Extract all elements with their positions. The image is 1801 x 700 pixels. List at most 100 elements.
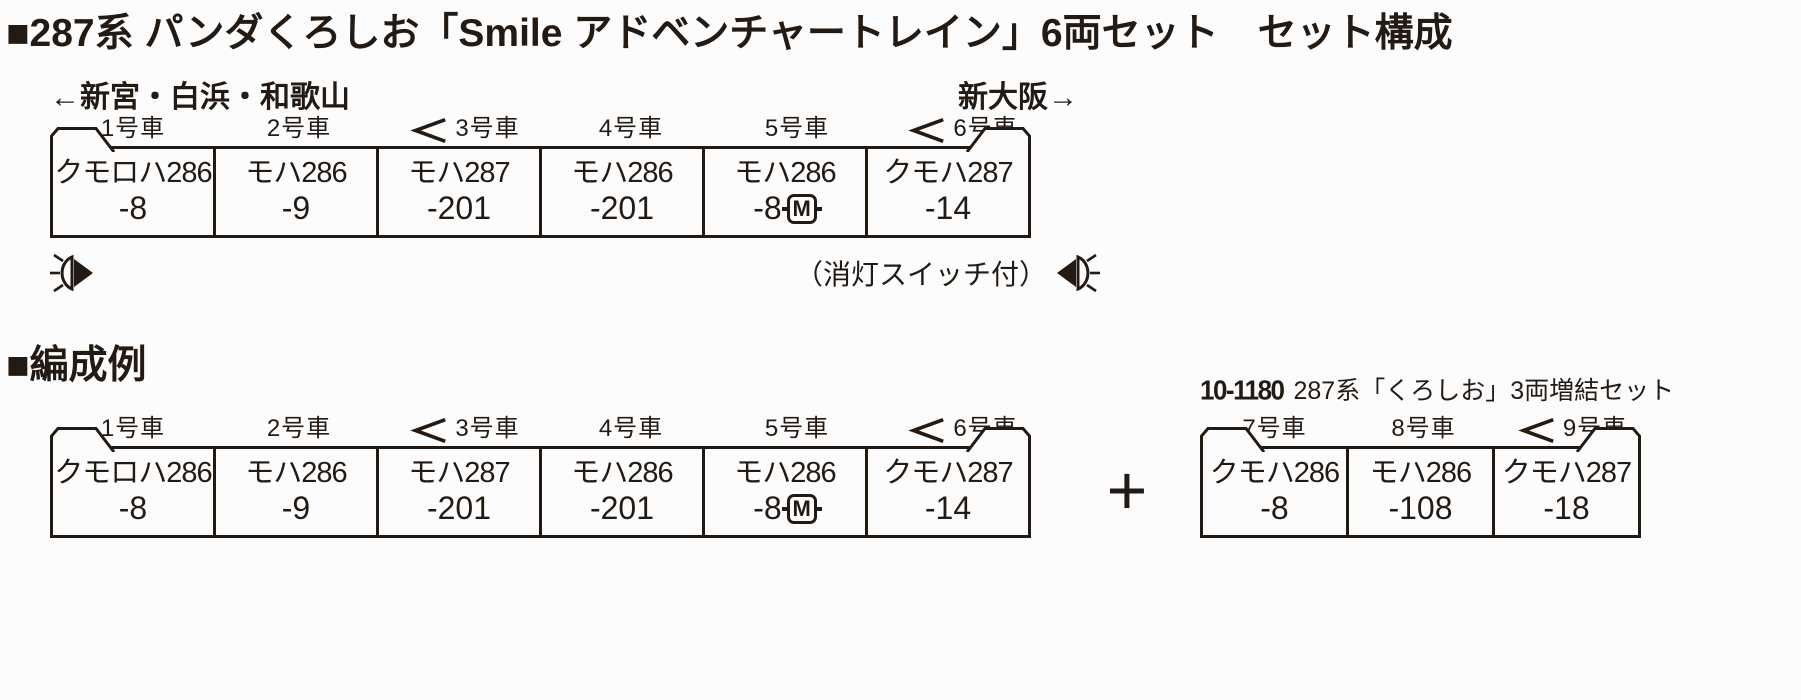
car-name: モハ286 [245, 156, 347, 189]
car-name: クモハ286 [1209, 456, 1340, 489]
car-number: -8 M [753, 190, 822, 227]
car-number: -201 [426, 490, 492, 527]
page-title: ■287系 パンダくろしお「Smile アドベンチャートレイン」6両セット セッ… [6, 12, 1453, 55]
car-label-cell: 3号車 [382, 412, 548, 446]
car-number: -201 [589, 190, 655, 227]
car-name: モハ286 [734, 456, 836, 489]
train-diagram-6car-set: 1号車2号車3号車4号車5号車6号車クモロハ286-8モハ286-9モハ287-… [50, 112, 1046, 238]
car-box: クモロハ286 -8 [50, 127, 216, 238]
lamp-note-group: （消灯スイッチ付） [795, 250, 1100, 296]
coupler-chevron-icon [1518, 418, 1554, 443]
lamp-note-row: （消灯スイッチ付） [50, 250, 1100, 296]
car-no-label: 5号車 [764, 115, 830, 142]
car-box: クモハ287 -14 [865, 127, 1031, 238]
coupler-chevron-icon [410, 418, 447, 443]
car-name: クモハ287 [883, 456, 1013, 489]
car-number: -9 [281, 490, 311, 527]
car-no-label: 1号車 [100, 115, 166, 142]
car-name: モハ287 [408, 156, 510, 189]
car-box-row: クモロハ286 -8 モハ286 -9 モハ287 -201 モハ286 -201 モハ286-… [50, 427, 1046, 538]
car-name: モハ286 [734, 156, 836, 189]
car-label-cell: 8号車 [1349, 412, 1498, 446]
car-number: -8 [118, 490, 148, 527]
product-name: 287系「くろしお」3両増結セット [1293, 377, 1675, 405]
car-box-row: クモハ286 -8 モハ286 -108 クモハ287 -18 [1200, 427, 1647, 538]
car-no-label: 3号車 [455, 415, 520, 442]
addon-product-label: 10-1180 287系「くろしお」3両増結セット [1200, 371, 1674, 407]
direction-label-left: ←新宮・白浜・和歌山 [50, 81, 350, 114]
motor-badge: M [781, 493, 822, 524]
car-name: クモハ287 [883, 156, 1013, 189]
car-box: モハ287 -201 [376, 146, 542, 238]
car-no-label: 4号車 [598, 115, 664, 142]
car-name: クモロハ286 [54, 156, 212, 189]
car-number: -14 [924, 490, 972, 527]
coupler-chevron-icon [410, 118, 447, 143]
car-number: -201 [426, 190, 492, 227]
car-box: モハ286 -8 M [702, 446, 868, 538]
car-no-label: 2号車 [266, 115, 332, 142]
car-number-label-row: 1号車2号車3号車4号車5号車6号車 [50, 412, 1046, 446]
car-box: クモハ287 -18 [1492, 427, 1641, 538]
set-composition-section: ←新宮・白浜・和歌山 新大阪→ 1号車2号車3号車4号車5号車6号車クモロハ28… [50, 72, 1110, 312]
car-name: クモハ287 [1501, 456, 1632, 489]
car-number-label-row: 1号車2号車3号車4号車5号車6号車 [50, 112, 1046, 146]
car-box: モハ286 -201 [539, 446, 705, 538]
car-name: モハ286 [571, 156, 673, 189]
coupler-chevron-icon [908, 418, 945, 443]
coupler-chevron-icon [908, 118, 945, 143]
car-no-label: 2号車 [266, 415, 332, 442]
car-box: モハ286 -108 [1346, 446, 1495, 538]
car-name: クモロハ286 [54, 456, 212, 489]
car-box: クモハ287 -14 [865, 427, 1031, 538]
car-name: モハ286 [571, 456, 673, 489]
car-name: モハ286 [1369, 456, 1472, 489]
formation-example-heading: ■編成例 [6, 344, 147, 387]
cab-end-icon [50, 427, 116, 452]
cab-end-icon [965, 127, 1031, 152]
car-label-cell: 1号車 [50, 412, 216, 446]
car-no-label: 3号車 [455, 115, 520, 142]
car-number: -8 [118, 190, 148, 227]
car-number: -9 [281, 190, 311, 227]
car-label-cell: 3号車 [382, 112, 548, 146]
car-no-label: 4号車 [598, 415, 664, 442]
car-label-cell: 5号車 [714, 412, 880, 446]
car-box: モハ287 -201 [376, 446, 542, 538]
car-box: クモロハ286 -8 [50, 427, 216, 538]
motor-badge: M [781, 193, 822, 224]
car-label-cell: 5号車 [714, 112, 880, 146]
car-box-row: クモロハ286 -8 モハ286 -9 モハ287 -201 モハ286 -201 モハ286-… [50, 127, 1046, 238]
car-number: -201 [589, 490, 655, 527]
car-box: モハ286 -201 [539, 146, 705, 238]
car-number: -108 [1388, 490, 1453, 527]
cab-end-icon [965, 427, 1031, 452]
car-number: -8 [1260, 490, 1289, 527]
car-number: -18 [1543, 490, 1590, 527]
car-box: モハ286 -9 [213, 146, 379, 238]
car-number: -14 [924, 190, 972, 227]
car-label-cell: 1号車 [50, 112, 216, 146]
car-label-cell: 2号車 [216, 112, 382, 146]
car-no-label: 5号車 [764, 415, 830, 442]
lamp-note-text: （消灯スイッチ付） [794, 259, 1047, 290]
car-name: モハ286 [245, 456, 347, 489]
car-label-cell: 2号車 [216, 412, 382, 446]
car-box: モハ286 -9 [213, 446, 379, 538]
direction-label-right: 新大阪→ [958, 81, 1078, 114]
cab-end-icon [1575, 427, 1641, 452]
cab-end-icon [1200, 427, 1266, 452]
cab-end-icon [50, 127, 116, 152]
car-name: モハ287 [408, 456, 510, 489]
car-number: -8 M [753, 490, 822, 527]
product-number: 10-1180 [1200, 373, 1285, 407]
headlight-rays-left-icon [50, 253, 93, 293]
car-no-label: 1号車 [100, 415, 166, 442]
car-label-cell: 4号車 [548, 412, 714, 446]
car-label-cell: 4号車 [548, 112, 714, 146]
car-box: クモハ286 -8 [1200, 427, 1349, 538]
car-box: モハ286 -8 M [702, 146, 868, 238]
plus-sign: + [1106, 451, 1148, 529]
